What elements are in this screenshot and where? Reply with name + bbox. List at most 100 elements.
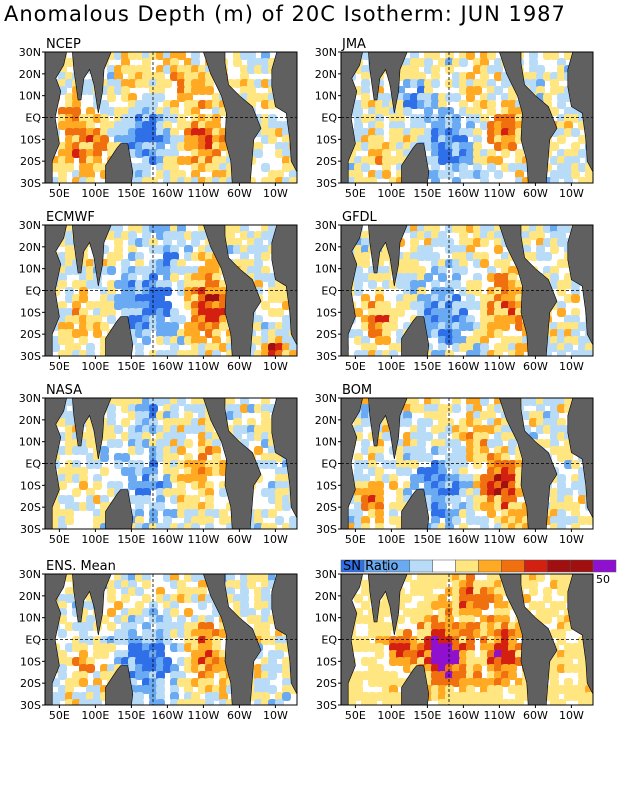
map-cell	[487, 287, 496, 296]
map-cell	[51, 343, 60, 352]
map-cell	[107, 107, 116, 116]
map-cell	[578, 516, 587, 525]
map-cell	[403, 280, 412, 289]
map-cell	[494, 481, 503, 490]
map-cell	[571, 163, 580, 172]
map-cell	[156, 114, 165, 123]
map-cell	[445, 245, 454, 254]
map-cell	[128, 294, 137, 303]
map-cell	[410, 474, 419, 483]
map-cell	[473, 692, 482, 701]
map-cell	[354, 495, 363, 504]
map-cell	[466, 699, 475, 705]
map-cell	[445, 629, 454, 638]
map-cell	[135, 114, 144, 123]
map-cell	[163, 629, 172, 638]
map-cell	[114, 601, 123, 610]
map-cell	[149, 664, 158, 673]
map-cell	[65, 425, 74, 434]
map-cell	[473, 114, 482, 123]
map-cell	[473, 678, 482, 687]
land-mass	[401, 489, 430, 529]
map-cell	[410, 259, 419, 268]
map-cell	[473, 460, 482, 469]
map-cell	[368, 156, 377, 165]
map-cell	[480, 502, 489, 511]
map-cell	[268, 509, 277, 518]
map-cell	[487, 636, 496, 645]
map-cell	[480, 446, 489, 455]
map-cell	[142, 650, 151, 659]
map-cell	[177, 121, 186, 130]
map-cell	[128, 287, 137, 296]
map-cell	[368, 502, 377, 511]
map-cell	[177, 231, 186, 240]
map-cell	[163, 322, 172, 331]
map-cell	[494, 622, 503, 631]
map-cell	[480, 177, 489, 183]
map-cell	[564, 149, 573, 158]
map-cell	[396, 467, 405, 476]
map-cell	[128, 432, 137, 441]
map-cell	[261, 418, 270, 427]
map-cell	[501, 481, 510, 490]
map-cell	[233, 601, 242, 610]
map-cell	[396, 149, 405, 158]
map-cell	[121, 86, 130, 95]
map-cell	[135, 432, 144, 441]
map-cell	[375, 678, 384, 687]
map-cell	[86, 488, 95, 497]
map-cell	[557, 516, 566, 525]
map-cell	[494, 453, 503, 462]
y-tick-label: EQ	[321, 112, 337, 125]
map-cell	[466, 608, 475, 617]
map-cell	[487, 692, 496, 701]
map-cell	[536, 398, 545, 406]
map-cell	[100, 266, 109, 275]
map-cell	[205, 266, 214, 275]
map-cell	[198, 453, 207, 462]
map-cell	[205, 481, 214, 490]
map-cell	[149, 149, 158, 158]
map-cell	[163, 287, 172, 296]
map-cell	[86, 301, 95, 310]
map-cell	[121, 432, 130, 441]
map-cell	[431, 315, 440, 324]
map-cell	[417, 252, 426, 261]
map-cell	[170, 107, 179, 116]
map-panel: 50E 100E 150E 160W 110W 60W 10W30N20N10NEQ10S2…	[315, 37, 594, 200]
map-cell	[389, 460, 398, 469]
map-cell	[254, 266, 263, 275]
map-cell	[571, 315, 580, 324]
map-cell	[58, 446, 67, 455]
map-cell	[578, 350, 587, 356]
map-cell	[289, 177, 297, 183]
map-cell	[410, 93, 419, 102]
map-cell	[219, 177, 228, 183]
map-cell	[445, 587, 454, 596]
map-cell	[191, 294, 200, 303]
map-cell	[65, 266, 74, 275]
map-cell	[100, 100, 109, 109]
map-cell	[121, 574, 130, 582]
map-cell	[494, 608, 503, 617]
map-cell	[268, 177, 277, 183]
map-cell	[128, 128, 137, 137]
map-cell	[375, 156, 384, 165]
map-cell	[163, 170, 172, 179]
map-cell	[170, 671, 179, 680]
map-cell	[487, 322, 496, 331]
map-cell	[163, 404, 172, 413]
map-cell	[403, 259, 412, 268]
map-cell	[184, 273, 193, 282]
map-cell	[65, 509, 74, 518]
map-cell	[445, 336, 454, 345]
map-cell	[128, 107, 137, 116]
map-cell	[571, 516, 580, 525]
map-cell	[72, 622, 81, 631]
map-cell	[198, 467, 207, 476]
map-cell	[177, 446, 186, 455]
map-cell	[403, 404, 412, 413]
map-cell	[79, 474, 88, 483]
map-cell	[163, 509, 172, 518]
